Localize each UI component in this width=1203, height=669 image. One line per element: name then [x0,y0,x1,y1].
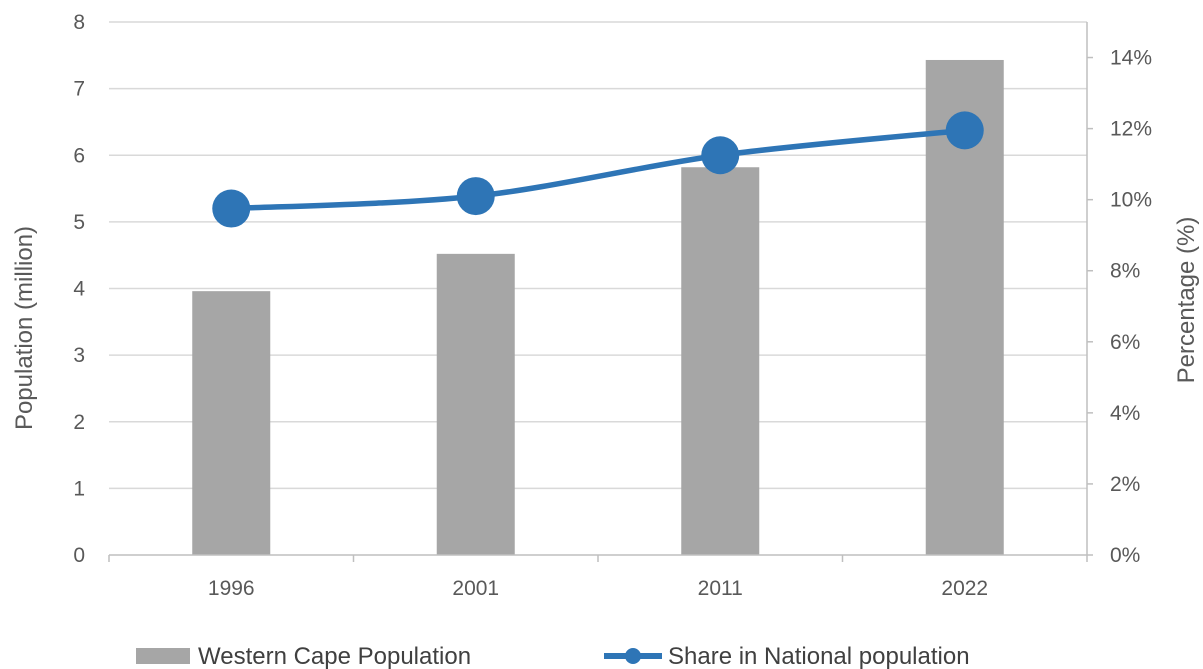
y2-tick-label: 8% [1110,260,1140,283]
y-tick-label: 0 [73,544,85,567]
y2-tick-label: 14% [1110,47,1152,70]
y2-tick-label: 12% [1110,118,1152,141]
y2-axis-tick-labels: 0% 2% 4% 6% 8% 10% 12% 14% [1110,47,1152,567]
y2-tick-label: 2% [1110,473,1140,496]
gridlines [109,21,1087,490]
y-axis-title: Population (million) [11,226,38,430]
marker-2001 [456,177,495,216]
y2-tick-label: 6% [1110,331,1140,354]
x-axis-tick-labels: 1996 2001 2011 2022 [208,577,988,600]
legend-swatch-bar [136,648,190,664]
bar-2001 [436,253,515,556]
x-tick-label: 2022 [941,577,988,600]
marker-2022 [945,111,984,150]
marker-2011 [701,136,740,175]
y-tick-label: 6 [73,144,85,167]
bar-series [192,59,1004,556]
y-tick-label: 7 [73,78,85,101]
y-tick-label: 8 [73,11,85,34]
y2-axis-title: Percentage (%) [1173,217,1200,384]
y-tick-label: 2 [73,411,85,434]
legend-swatch-marker [625,648,641,664]
y2-tick-label: 4% [1110,402,1140,425]
bar-1996 [192,291,271,555]
share-line [228,127,968,212]
axes [108,22,1093,562]
y-tick-label: 4 [73,278,85,301]
y2-tick-label: 0% [1110,544,1140,567]
y-tick-label: 1 [73,477,85,500]
x-tick-label: 2011 [698,577,743,600]
x-tick-label: 2001 [452,577,499,600]
y2-tick-label: 10% [1110,189,1152,212]
bar-2011 [681,167,760,555]
legend-label-line: Share in National population [668,643,970,669]
y-axis-tick-labels: 0 1 2 3 4 5 6 7 8 [73,11,85,567]
legend: Western Cape Population Share in Nationa… [136,643,970,669]
marker-1996 [212,189,251,228]
line-series [212,111,984,228]
x-tick-label: 1996 [208,577,255,600]
y-tick-label: 3 [73,344,85,367]
legend-label-bar: Western Cape Population [198,643,471,669]
y-tick-label: 5 [73,211,85,234]
